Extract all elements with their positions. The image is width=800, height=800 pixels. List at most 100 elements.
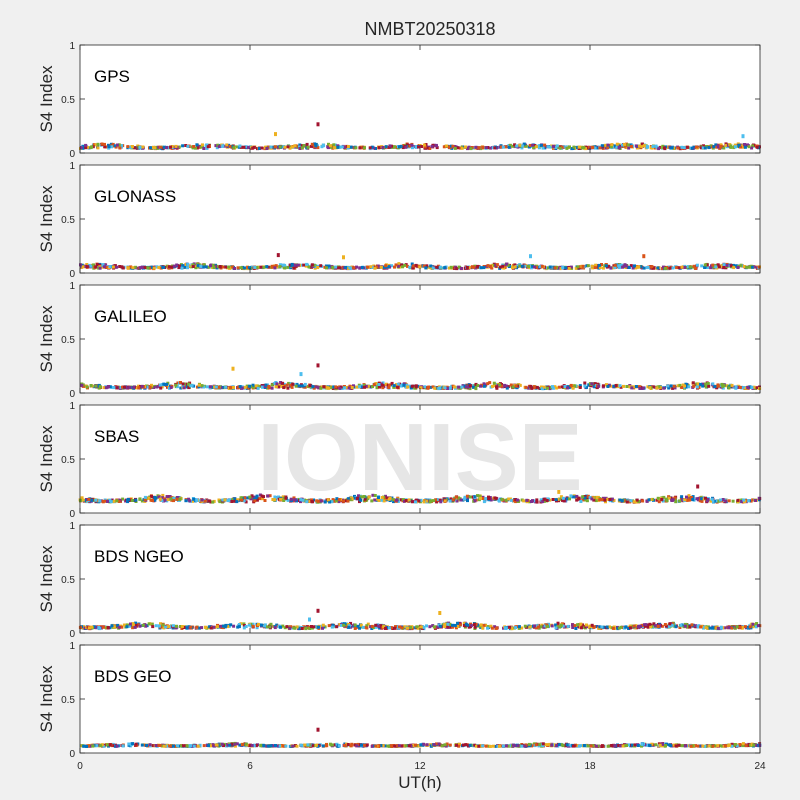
- scatter-point: [457, 385, 461, 389]
- scatter-point: [236, 625, 240, 629]
- scatter-point: [748, 625, 752, 629]
- scatter-point: [428, 147, 432, 150]
- scatter-point: [189, 384, 193, 388]
- scatter-point: [743, 145, 747, 149]
- scatter-point: [273, 145, 277, 149]
- scatter-point: [640, 142, 644, 146]
- scatter-point: [326, 146, 330, 150]
- scatter-point: [400, 384, 403, 388]
- scatter-point: [100, 626, 103, 630]
- scatter-point: [187, 382, 190, 386]
- scatter-point: [320, 145, 324, 149]
- scatter-point: [697, 382, 700, 386]
- scatter-point: [104, 263, 108, 267]
- scatter-point: [273, 266, 277, 270]
- scatter-point: [509, 383, 513, 387]
- scatter-point: [363, 625, 367, 629]
- scatter-point: [115, 143, 119, 147]
- scatter-point: [270, 383, 274, 387]
- scatter-point: [432, 499, 435, 503]
- scatter-point: [169, 625, 172, 629]
- scatter-point: [581, 495, 585, 499]
- scatter-point: [279, 497, 283, 501]
- scatter-point: [559, 623, 563, 627]
- scatter-point: [283, 145, 287, 149]
- scatter-point: [252, 495, 256, 499]
- scatter-point: [144, 266, 148, 270]
- scatter-point: [576, 623, 579, 627]
- scatter-point: [307, 265, 311, 269]
- scatter-point-outlier: [316, 608, 320, 613]
- scatter-point: [191, 265, 195, 268]
- scatter-point: [581, 264, 585, 268]
- scatter-point: [123, 385, 126, 389]
- scatter-point: [89, 384, 93, 387]
- scatter-point: [332, 143, 336, 147]
- scatter-point: [244, 625, 248, 628]
- scatter-point: [608, 498, 612, 501]
- scatter-point: [582, 145, 586, 149]
- scatter-point: [327, 386, 331, 390]
- scatter-point: [587, 383, 591, 387]
- scatter-point: [622, 384, 625, 388]
- scatter-point: [411, 266, 415, 270]
- scatter-point: [432, 625, 436, 629]
- scatter-point: [579, 622, 583, 626]
- scatter-point: [384, 744, 387, 748]
- scatter-point-outlier: [274, 132, 277, 137]
- scatter-point: [706, 627, 710, 630]
- y-axis-label: S4 Index: [37, 65, 56, 133]
- scatter-point: [210, 265, 214, 269]
- scatter-point: [646, 145, 649, 149]
- scatter-point: [148, 146, 152, 150]
- scatter-point: [302, 263, 306, 267]
- scatter-point: [101, 263, 105, 267]
- scatter-point: [197, 385, 201, 389]
- scatter-point: [113, 499, 117, 503]
- scatter-point: [550, 624, 554, 628]
- scatter-point: [390, 381, 394, 385]
- scatter-point: [200, 384, 204, 388]
- scatter-point: [592, 498, 596, 502]
- scatter-point: [574, 627, 578, 630]
- scatter-point: [258, 497, 262, 501]
- scatter-point: [747, 145, 751, 149]
- scatter-point: [293, 626, 297, 630]
- scatter-point: [144, 624, 148, 628]
- scatter-point: [528, 143, 532, 147]
- scatter-point: [393, 626, 397, 630]
- scatter-point: [310, 498, 313, 502]
- scatter-point: [213, 385, 217, 389]
- scatter-point: [591, 146, 595, 149]
- scatter-point: [709, 266, 713, 270]
- scatter-points: [79, 253, 761, 271]
- scatter-point: [585, 385, 588, 389]
- scatter-point: [528, 625, 532, 629]
- scatter-point: [628, 626, 632, 630]
- scatter-point: [172, 496, 176, 500]
- scatter-point: [438, 624, 442, 628]
- scatter-point: [321, 143, 325, 147]
- scatter-point: [388, 383, 392, 387]
- scatter-point: [453, 385, 456, 389]
- scatter-point: [138, 497, 142, 501]
- scatter-point: [436, 625, 440, 629]
- scatter-point: [260, 623, 263, 627]
- scatter-point: [79, 499, 82, 503]
- scatter-point: [703, 263, 707, 267]
- scatter-point: [535, 498, 539, 502]
- scatter-point: [560, 385, 564, 389]
- scatter-point: [248, 495, 252, 499]
- scatter-point: [510, 627, 514, 631]
- scatter-point: [117, 625, 121, 629]
- scatter-point: [486, 382, 490, 386]
- scatter-point: [403, 625, 407, 629]
- scatter-point: [253, 265, 257, 269]
- scatter-point: [356, 624, 359, 628]
- scatter-point: [542, 497, 546, 501]
- scatter-point: [751, 625, 755, 629]
- scatter-point: [265, 147, 269, 150]
- scatter-point: [750, 385, 754, 389]
- scatter-point: [540, 623, 544, 627]
